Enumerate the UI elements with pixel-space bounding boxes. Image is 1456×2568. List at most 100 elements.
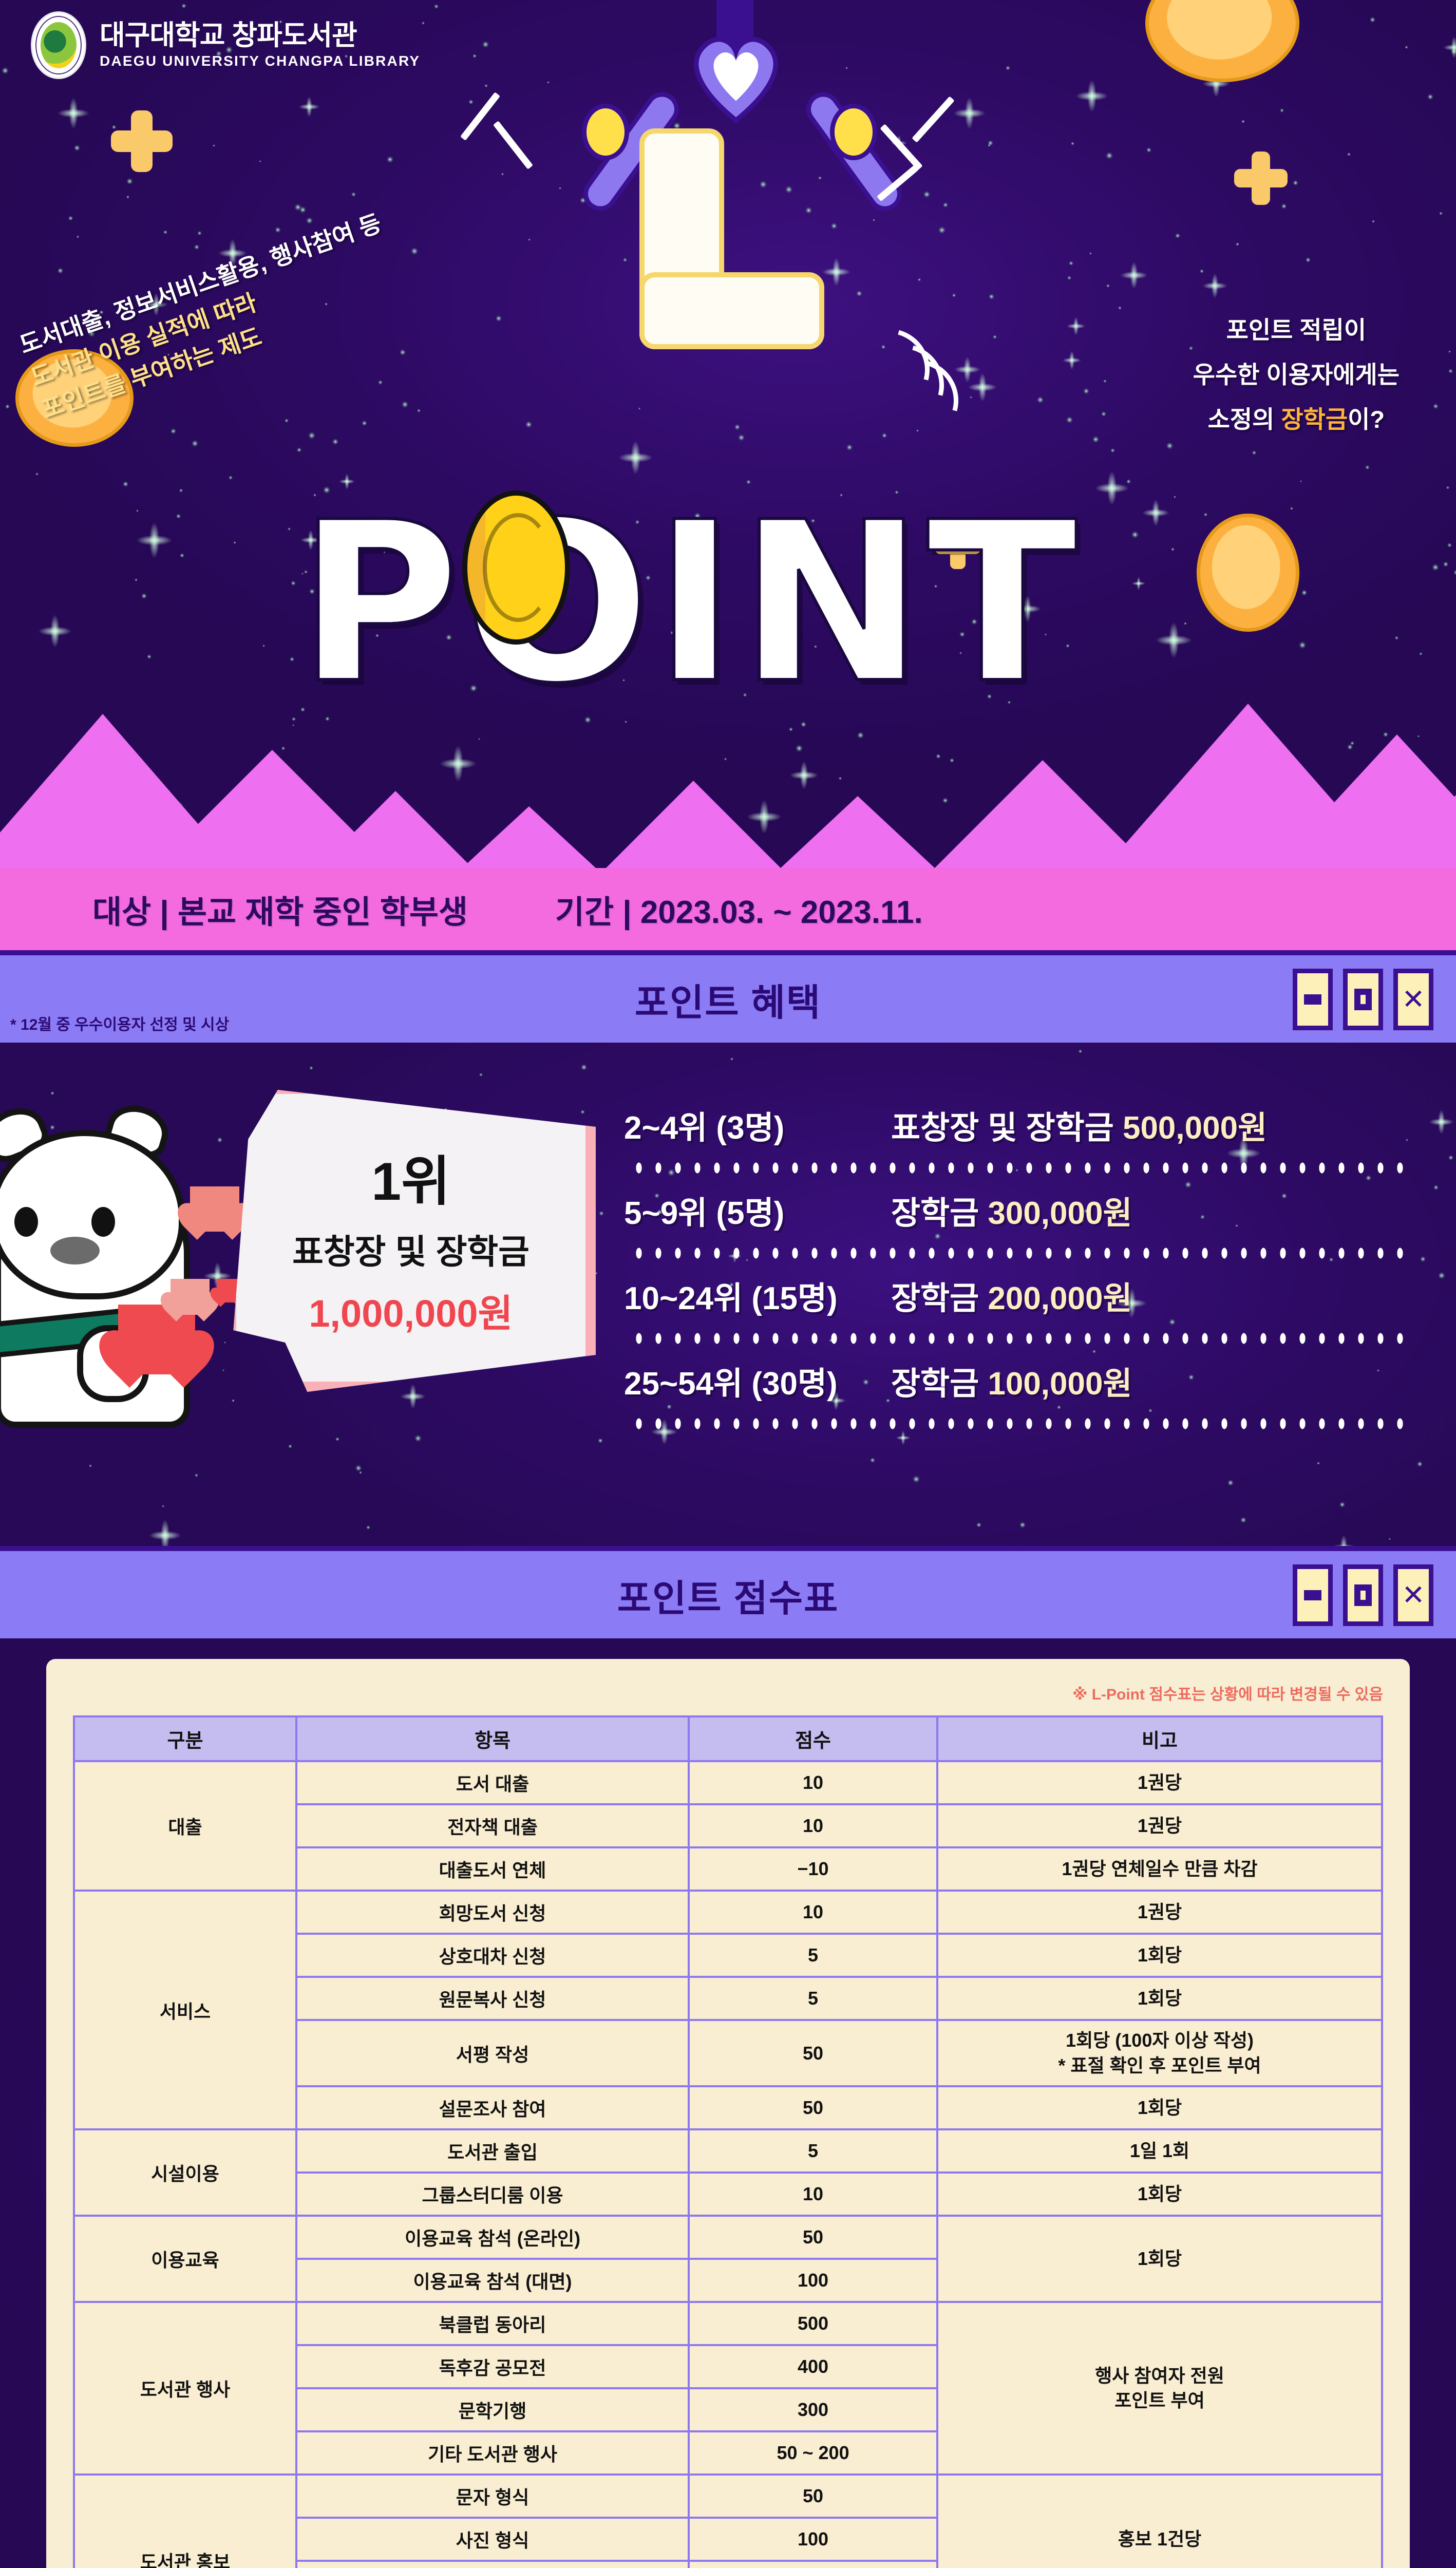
table-cell-score: 50 — [689, 2475, 937, 2518]
star — [126, 178, 133, 185]
star — [559, 187, 561, 190]
target-period-banner: 대상 | 본교 재학 중인 학부생 기간 | 2023.03. ~ 2023.1… — [0, 868, 1456, 950]
star — [147, 654, 152, 659]
star — [2, 67, 9, 74]
star — [479, 1073, 483, 1077]
minimize-button-benefit[interactable] — [1293, 969, 1333, 1030]
table-column-header: 항목 — [296, 1716, 689, 1761]
sparkle — [1069, 73, 1115, 119]
table-column-header: 구분 — [74, 1716, 296, 1761]
prize-amount: 300,000원 — [988, 1196, 1132, 1231]
table-cell-item: 희망도서 신청 — [296, 1891, 689, 1934]
star — [918, 278, 921, 281]
close-button-benefit[interactable]: ✕ — [1393, 969, 1433, 1030]
close-icon-benefit: ✕ — [1402, 986, 1425, 1013]
star — [873, 219, 875, 221]
star — [141, 593, 147, 599]
star — [988, 144, 991, 147]
star — [335, 1437, 340, 1442]
star — [288, 1444, 292, 1448]
plus-icon-left — [131, 110, 153, 172]
sparkle — [1424, 1104, 1456, 1140]
star — [1395, 636, 1399, 640]
hero-right-caption: 포인트 적립이 우수한 이용자에게는 소정의 장학금이? — [1193, 308, 1400, 442]
sparkle — [395, 1379, 431, 1414]
star — [1175, 233, 1180, 238]
heart-icon — [687, 31, 785, 123]
table-cell-note: 1권당 — [937, 1804, 1382, 1847]
star — [308, 432, 315, 439]
star — [1389, 1538, 1391, 1540]
table-cell-score: 50 ~ 200 — [689, 2431, 937, 2475]
plus-icon-right — [1252, 152, 1270, 205]
first-place-rank: 1위 — [371, 1138, 450, 1215]
prize-amount: 100,000원 — [988, 1366, 1132, 1402]
star — [1448, 369, 1453, 373]
sparkle — [1088, 464, 1137, 513]
star — [1419, 652, 1423, 656]
star — [976, 1522, 981, 1527]
table-cell-category: 도서관 행사 — [74, 2302, 296, 2475]
star — [1106, 152, 1113, 159]
table-cell-item: 문학기행 — [296, 2388, 689, 2431]
mountain-peak — [462, 806, 596, 868]
table-row: 도서관 홍보 문자 형식 50 홍보 1건당 — [74, 2475, 1382, 2518]
star — [1037, 396, 1044, 403]
coin-icon-large — [462, 490, 570, 645]
prize-amount: 500,000원 — [1123, 1110, 1267, 1146]
star — [77, 235, 79, 238]
star — [525, 421, 532, 428]
star — [192, 440, 198, 447]
star — [378, 380, 383, 385]
maximize-button-benefit[interactable] — [1343, 969, 1383, 1030]
sparkle — [1439, 32, 1456, 63]
sparkle — [1129, 574, 1148, 593]
star — [35, 473, 39, 476]
hero-right-line-3-post: 이? — [1348, 406, 1385, 433]
points-table-section: ※ L-Point 점수표는 상황에 따라 변경될 수 있음 구분 항목 점수 비고 … — [0, 1638, 1456, 2568]
table-cell-item: 이용교육 참석 (온라인) — [296, 2216, 689, 2259]
arc-decoration — [847, 329, 971, 452]
star — [734, 424, 740, 429]
table-cell-score: 10 — [689, 1891, 937, 1934]
table-cell-item: 대출도서 연체 — [296, 1847, 689, 1891]
prize-tier-row: 25~54위 (30명) 장학금 100,000원 — [624, 1357, 1425, 1404]
close-button-table[interactable]: ✕ — [1393, 1564, 1433, 1626]
star — [1171, 547, 1175, 551]
table-cell-score: 100 — [689, 2518, 937, 2561]
star — [1006, 66, 1010, 70]
table-row: 도서관 행사 북클럽 동아리 500 행사 참여자 전원 포인트 부여 — [74, 2302, 1382, 2345]
star — [856, 291, 862, 297]
library-logo: 대구대학교 창파도서관 DAEGU UNIVERSITY CHANGPA LIB… — [31, 11, 420, 79]
table-cell-item: 전자책 대출 — [296, 1804, 689, 1847]
star — [1446, 486, 1450, 489]
star — [870, 1458, 875, 1463]
prize-rank: 10~24위 (15명) — [624, 1272, 891, 1318]
table-cell-note: 1권당 연체일수 만큼 차감 — [937, 1847, 1382, 1891]
table-cell-note: 1회당 — [937, 2086, 1382, 2129]
table-cell-category: 대출 — [74, 1761, 296, 1891]
table-cell-category: 서비스 — [74, 1891, 296, 2129]
maximize-button-table[interactable] — [1343, 1564, 1383, 1626]
star — [262, 645, 265, 647]
star — [1083, 388, 1089, 394]
star — [233, 541, 236, 544]
table-cell-item: 문자 형식 — [296, 2475, 689, 2518]
table-cell-score: 50 — [689, 2086, 937, 2129]
star — [232, 1399, 235, 1402]
star — [989, 294, 994, 299]
table-cell-score: 500 — [689, 2302, 937, 2345]
table-cell-item: 사진 형식 — [296, 2518, 689, 2561]
star — [259, 160, 261, 163]
minimize-button-table[interactable] — [1293, 1564, 1333, 1626]
star — [1200, 269, 1204, 273]
table-column-header: 비고 — [937, 1716, 1382, 1761]
prize-amount: 200,000원 — [988, 1281, 1132, 1316]
table-cell-score: 5 — [689, 1977, 937, 2020]
table-cell-score: 5 — [689, 2129, 937, 2173]
prize-tier-row: 5~9위 (5명) 장학금 300,000원 — [624, 1187, 1425, 1233]
prize-rank: 2~4위 (3명) — [624, 1102, 891, 1148]
star — [599, 1211, 604, 1216]
hero-right-line-3: 소정의 장학금이? — [1193, 398, 1400, 442]
star — [355, 1465, 362, 1471]
